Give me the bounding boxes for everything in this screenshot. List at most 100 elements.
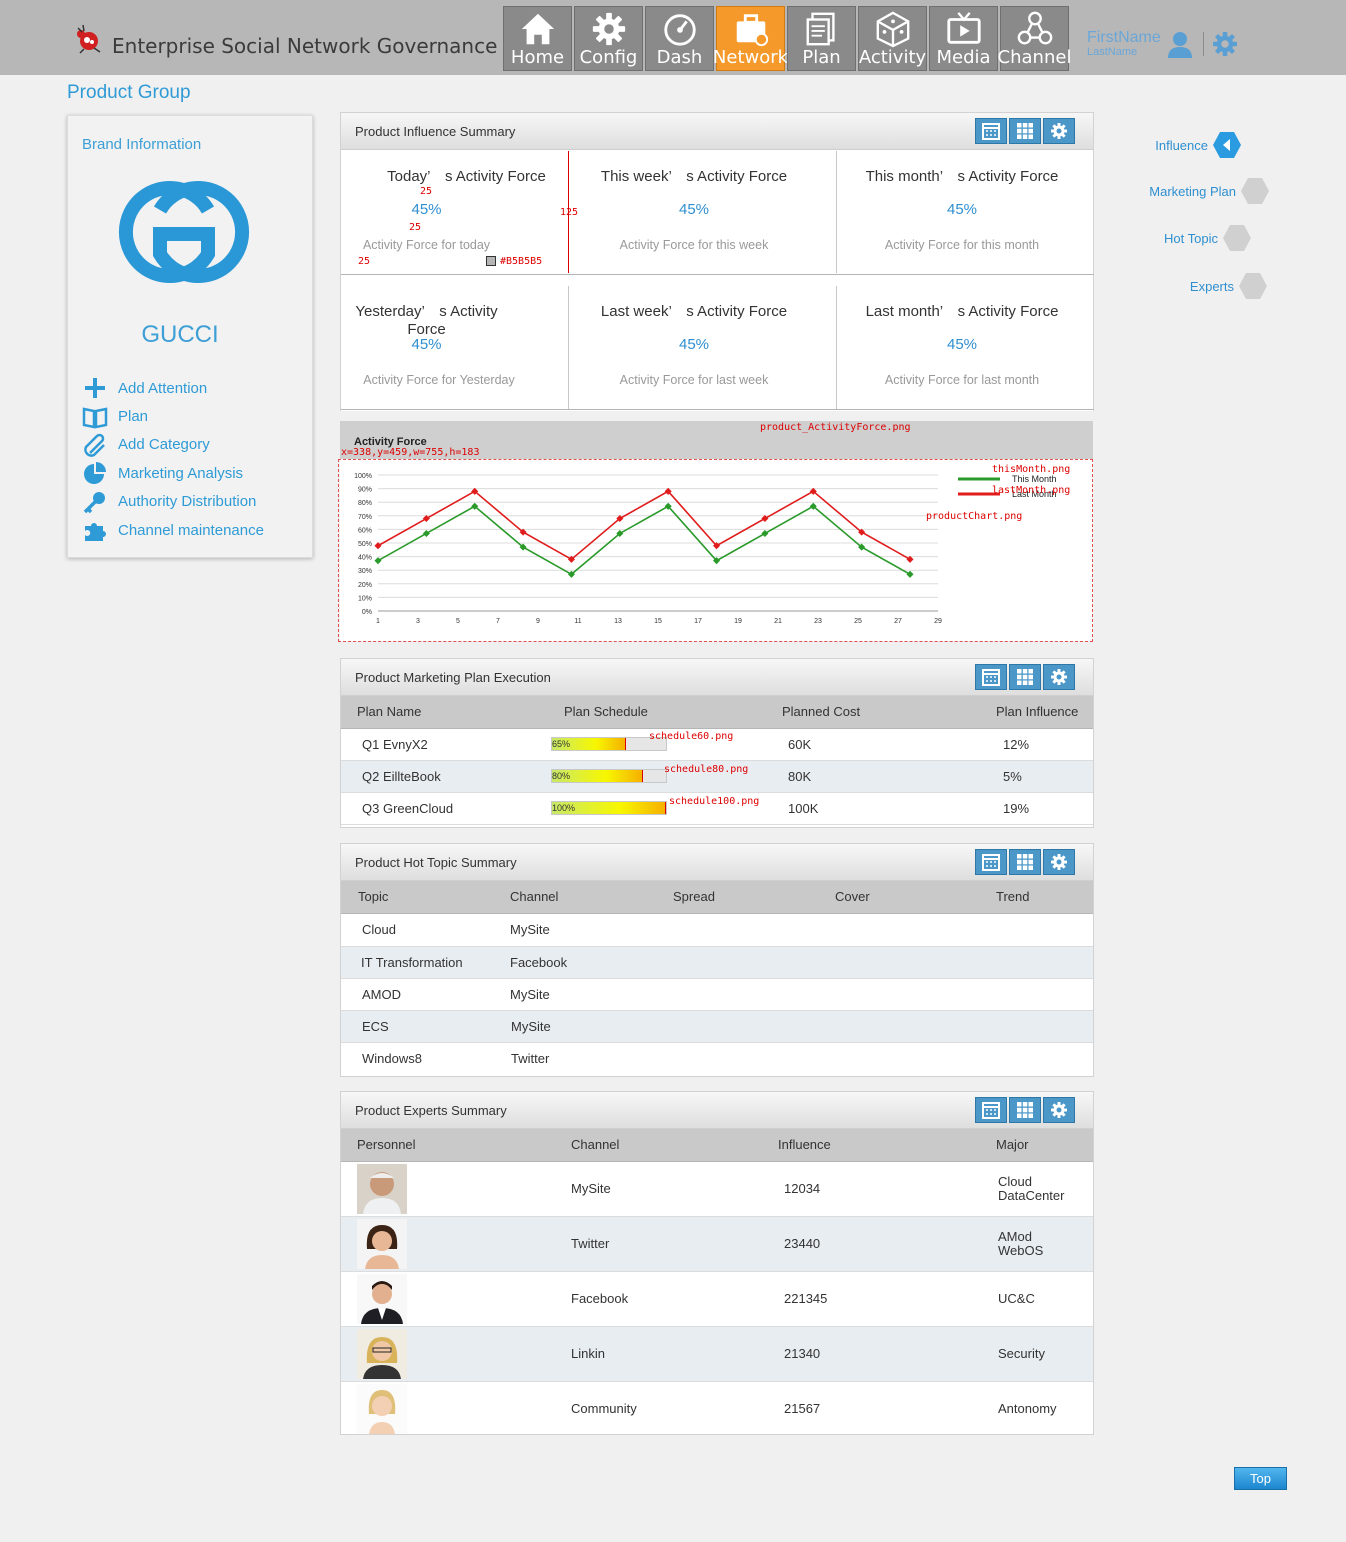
section-nav-experts[interactable]: Experts: [1190, 271, 1268, 301]
dashboard-icon: [663, 14, 696, 46]
planned-cost: 60K: [766, 728, 980, 761]
spec-annotation: 25: [420, 186, 433, 197]
x-tick-label: 11: [574, 618, 581, 625]
settings-button[interactable]: [1043, 849, 1075, 875]
column-header[interactable]: Channel: [510, 881, 673, 914]
nav-label: Dash: [656, 47, 703, 68]
menu-label: Plan: [118, 408, 149, 426]
nav-home[interactable]: Home: [503, 6, 572, 71]
influence-cell-last-week: Last week’ s Activity Force 45% Activity…: [568, 286, 820, 407]
tv-icon: [946, 12, 981, 44]
chart-bounding-annotation: [338, 459, 1093, 642]
section-nav-marketing-plan[interactable]: Marketing Plan: [1149, 176, 1270, 206]
table-row[interactable]: Q1 EvnyX2 65% 60K 12%: [341, 728, 1093, 761]
color-code: #B5B5B5: [500, 256, 543, 267]
cell-title: Last month’ s Activity Force: [865, 303, 1059, 320]
column-header[interactable]: Major: [980, 1129, 1093, 1162]
table-row[interactable]: Community 21567 Antonomy: [341, 1381, 1093, 1436]
activity-force-chart: 0%10%20%30%40%50%60%70%80%90%100%1 3 5 7 9 11…: [354, 473, 1057, 625]
y-tick-label: 90%: [358, 487, 372, 494]
column-header[interactable]: Channel: [555, 1129, 762, 1162]
column-header[interactable]: Planned Cost: [766, 696, 980, 729]
column-header[interactable]: Cover: [835, 881, 996, 914]
table-row[interactable]: Q3 GreenCloud 100% 100K 19%: [341, 792, 1093, 825]
calendar-button[interactable]: [975, 118, 1007, 144]
menu-add-attention[interactable]: Add Attention: [82, 374, 264, 402]
table-row[interactable]: Twitter 23440 AMod WebOS: [341, 1216, 1093, 1272]
calendar-button[interactable]: [975, 664, 1007, 690]
column-header[interactable]: Plan Schedule: [548, 696, 766, 729]
x-tick-label: 5: [456, 618, 460, 625]
settings-button[interactable]: [1043, 118, 1075, 144]
nav-config[interactable]: Config: [574, 6, 643, 71]
menu-marketing-analysis[interactable]: Marketing Analysis: [82, 459, 264, 487]
nav-label: Channel: [997, 47, 1072, 68]
table-row[interactable]: AMOD MySite: [341, 978, 1093, 1011]
section-nav-label: Hot Topic: [1164, 230, 1218, 246]
table-row[interactable]: Q2 EillteBook 80% 80K 5%: [341, 760, 1093, 793]
calendar-button[interactable]: [975, 849, 1007, 875]
user-name[interactable]: FirstName LastName: [1087, 30, 1161, 59]
grid-button[interactable]: [1009, 664, 1041, 690]
topic: AMOD: [341, 978, 510, 1011]
channel: Community: [571, 1401, 637, 1417]
nav-plan[interactable]: Plan: [787, 6, 856, 71]
section-nav-influence[interactable]: Influence: [1155, 130, 1242, 160]
nav-network[interactable]: Network: [713, 6, 788, 71]
nav-channel[interactable]: Channel: [997, 6, 1072, 71]
column-header[interactable]: Trend: [996, 881, 1093, 914]
table-row[interactable]: Linkin 21340 Security: [341, 1326, 1093, 1382]
influence-cell-week: This week’ s Activity Force 45% Activity…: [568, 151, 820, 272]
menu-authority-distribution[interactable]: Authority Distribution: [82, 488, 264, 516]
grid-button[interactable]: [1009, 849, 1041, 875]
plan-schedule: 100%: [548, 792, 766, 825]
column-header[interactable]: Plan Influence: [980, 696, 1093, 729]
menu-plan[interactable]: Plan: [82, 402, 264, 430]
hot-topic-panel: Product Hot Topic Summary Topic Channel …: [340, 843, 1094, 1077]
experts-panel: Product Experts Summary Personnel Channe…: [340, 1091, 1094, 1435]
grid-button[interactable]: [1009, 118, 1041, 144]
settings-gear-icon[interactable]: [1210, 29, 1240, 59]
menu-channel-maintenance[interactable]: Channel maintenance: [82, 516, 264, 544]
trend: [996, 946, 1093, 979]
table-row[interactable]: Cloud MySite: [341, 913, 1093, 947]
plan-influence: 19%: [980, 792, 1093, 825]
menu-label: Marketing Analysis: [118, 464, 244, 482]
section-nav-hot-topic[interactable]: Hot Topic: [1164, 223, 1252, 253]
cover: [835, 1042, 996, 1074]
table-row[interactable]: Windows8 Twitter: [341, 1042, 1093, 1074]
gear-icon: [1051, 669, 1067, 685]
column-header[interactable]: Spread: [673, 881, 835, 914]
influence: 12034: [762, 1161, 980, 1217]
column-header[interactable]: Plan Name: [341, 696, 548, 729]
nav-activity[interactable]: Activity: [858, 6, 927, 71]
table-row[interactable]: Facebook 221345 UC&C: [341, 1271, 1093, 1327]
column-header[interactable]: Personnel: [341, 1129, 555, 1162]
y-tick-label: 50%: [358, 541, 372, 548]
cell-title: This month’ s Activity Force: [865, 168, 1059, 185]
table-row[interactable]: ECS MySite: [341, 1010, 1093, 1043]
avatar: [357, 1218, 407, 1269]
legend-label: This Month: [1012, 474, 1057, 484]
nav-media[interactable]: Media: [929, 6, 998, 71]
table-row[interactable]: IT Transformation Facebook: [341, 946, 1093, 979]
schedule-percent: 65%: [552, 739, 571, 749]
x-tick-label: 19: [734, 618, 742, 625]
channel: MySite: [510, 1010, 673, 1043]
user-icon[interactable]: [1166, 30, 1194, 58]
x-tick-label: 21: [774, 618, 782, 625]
settings-button[interactable]: [1043, 664, 1075, 690]
cell-value: 45%: [411, 201, 442, 218]
back-to-top-button[interactable]: Top: [1234, 1467, 1287, 1490]
grid-button[interactable]: [1009, 1097, 1041, 1123]
nav-dash[interactable]: Dash: [645, 6, 714, 71]
table-row[interactable]: MySite 12034 Cloud DataCenter: [341, 1161, 1093, 1217]
column-header[interactable]: Influence: [762, 1129, 980, 1162]
y-tick-label: 40%: [358, 555, 372, 562]
menu-add-category[interactable]: Add Category: [82, 431, 264, 459]
column-header[interactable]: Topic: [341, 881, 510, 914]
influence-cell-today: Today’ s Activity Force 45% Activity For…: [341, 151, 592, 272]
calendar-button[interactable]: [975, 1097, 1007, 1123]
settings-button[interactable]: [1043, 1097, 1075, 1123]
hexagon-arrow-icon: [1213, 132, 1241, 158]
